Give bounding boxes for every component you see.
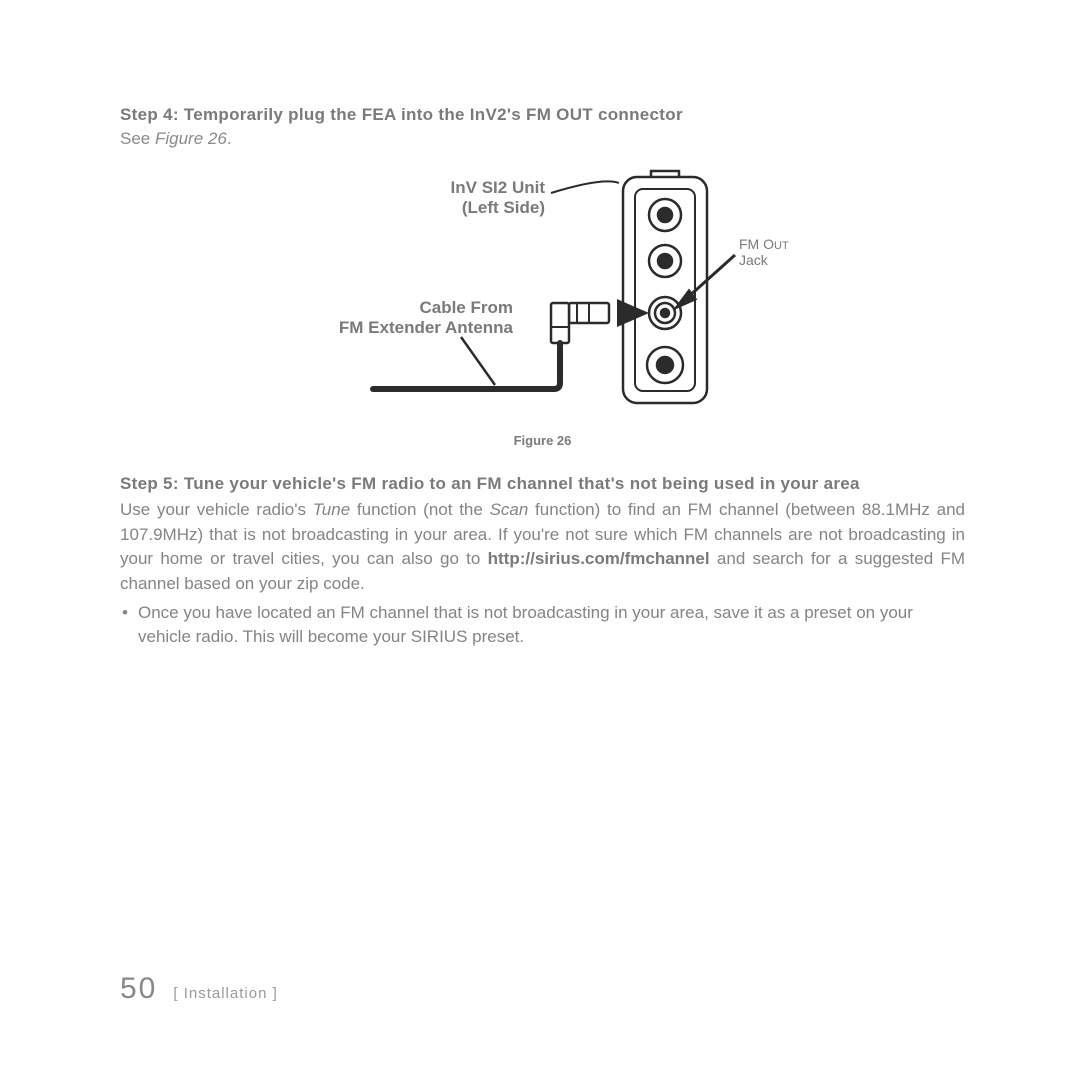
label-fmout-1b: UT [774,240,789,252]
page-number: 50 [120,972,157,1006]
figure-26-svg: InV SI2 Unit (Left Side) Cable From FM E… [263,167,823,427]
see-suffix: . [227,129,232,148]
label-unit-line2: (Left Side) [461,198,544,217]
figure-26-diagram: InV SI2 Unit (Left Side) Cable From FM E… [263,167,823,427]
label-fmout-2: Jack [739,252,769,268]
svg-text:FM OUT: FM OUT [739,236,789,252]
figure-26-wrap: InV SI2 Unit (Left Side) Cable From FM E… [120,167,965,427]
see-prefix: See [120,129,155,148]
page-footer: 50 [ Installation ] [120,972,278,1006]
footer-section-label: [ Installation ] [173,985,277,1002]
step5-heading: Step 5: Tune your vehicle's FM radio to … [120,474,965,494]
page-content: Step 4: Temporarily plug the FEA into th… [120,105,965,1020]
see-figure-ref: Figure 26 [155,129,227,148]
step5-bullet: Once you have located an FM channel that… [120,601,965,650]
label-cable-line1: Cable From [419,298,513,317]
step5-paragraph: Use your vehicle radio's Tune function (… [120,498,965,597]
label-cable-line2: FM Extender Antenna [338,318,513,337]
label-unit-line1: InV SI2 Unit [450,178,545,197]
figure-26-caption: Figure 26 [120,433,965,448]
step4-heading: Step 4: Temporarily plug the FEA into th… [120,105,965,125]
step4-see-figure: See Figure 26. [120,129,965,149]
label-fmout-1a: FM O [739,236,774,252]
